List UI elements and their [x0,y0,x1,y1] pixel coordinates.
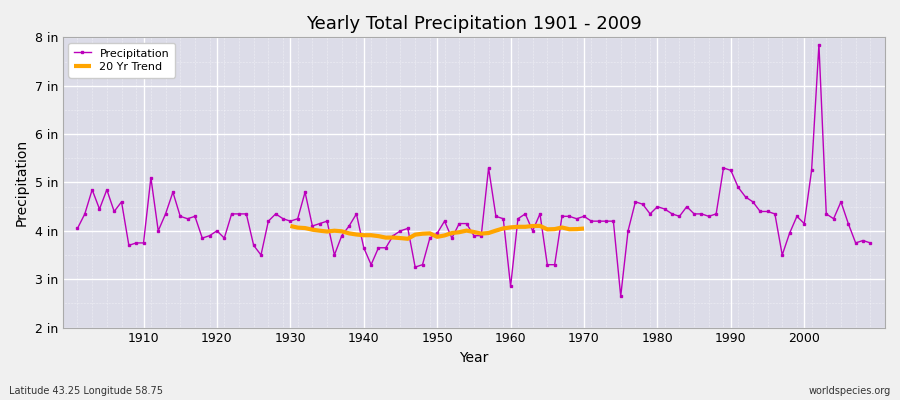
20 Yr Trend [491,228,501,233]
20 Yr Trend [535,224,545,228]
Precipitation [616,294,626,298]
20 Yr Trend [439,233,450,238]
Precipitation [130,240,141,245]
Precipitation [814,42,824,47]
Precipitation [72,226,83,231]
20 Yr Trend [572,227,582,232]
20 Yr Trend [365,233,376,238]
20 Yr Trend [476,231,487,236]
20 Yr Trend [307,227,318,232]
20 Yr Trend [512,224,523,229]
20 Yr Trend [402,236,413,241]
Precipitation [865,240,876,245]
20 Yr Trend [579,226,590,231]
Precipitation [292,216,303,221]
X-axis label: Year: Year [459,351,489,365]
Text: Latitude 43.25 Longitude 58.75: Latitude 43.25 Longitude 58.75 [9,386,163,396]
20 Yr Trend [344,231,355,236]
20 Yr Trend [461,228,472,233]
20 Yr Trend [388,235,399,240]
20 Yr Trend [314,228,325,233]
Precipitation [593,219,604,224]
20 Yr Trend [520,224,531,229]
20 Yr Trend [292,225,303,230]
20 Yr Trend [469,230,480,234]
20 Yr Trend [432,234,443,239]
20 Yr Trend [329,228,340,233]
20 Yr Trend [505,225,516,230]
20 Yr Trend [498,226,508,231]
20 Yr Trend [300,226,310,230]
Legend: Precipitation, 20 Yr Trend: Precipitation, 20 Yr Trend [68,43,175,78]
20 Yr Trend [425,231,436,236]
20 Yr Trend [285,224,296,228]
Line: Precipitation: Precipitation [76,43,872,298]
20 Yr Trend [549,227,560,232]
20 Yr Trend [358,233,369,238]
Precipitation [505,284,516,289]
20 Yr Trend [542,227,553,232]
20 Yr Trend [454,230,464,235]
Title: Yearly Total Precipitation 1901 - 2009: Yearly Total Precipitation 1901 - 2009 [306,15,642,33]
20 Yr Trend [351,232,362,237]
20 Yr Trend [527,224,538,228]
20 Yr Trend [374,234,384,238]
20 Yr Trend [446,231,457,236]
20 Yr Trend [417,231,428,236]
20 Yr Trend [395,236,406,240]
Line: 20 Yr Trend: 20 Yr Trend [291,226,584,239]
20 Yr Trend [410,232,420,237]
20 Yr Trend [321,229,332,234]
20 Yr Trend [483,231,494,236]
Precipitation [337,233,347,238]
Y-axis label: Precipitation: Precipitation [15,139,29,226]
20 Yr Trend [556,225,567,230]
20 Yr Trend [564,227,575,232]
Text: worldspecies.org: worldspecies.org [809,386,891,396]
Precipitation [498,216,508,221]
20 Yr Trend [381,235,392,240]
20 Yr Trend [337,229,347,234]
